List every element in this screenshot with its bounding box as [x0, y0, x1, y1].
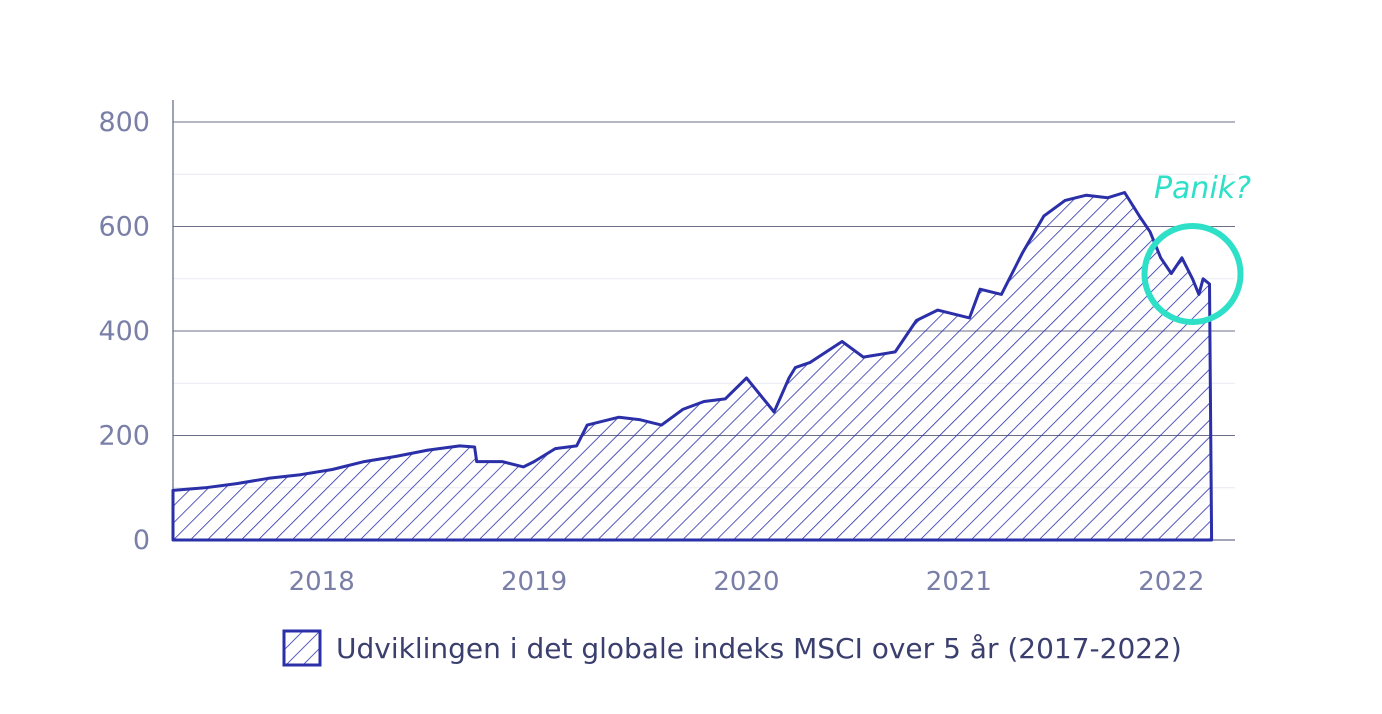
legend-swatch [282, 629, 322, 667]
data-point [893, 350, 897, 354]
y-tick-label: 800 [98, 107, 150, 138]
data-point [1063, 199, 1067, 202]
data-point [915, 319, 918, 322]
area-series [171, 191, 1214, 542]
y-tick-label: 400 [98, 316, 150, 347]
data-point [745, 376, 748, 380]
data-point [660, 423, 663, 427]
data-point [862, 355, 865, 359]
annotation-text: Panik? [1154, 171, 1251, 206]
y-tick-label: 600 [98, 212, 150, 243]
data-point [554, 447, 557, 450]
data-point [299, 473, 302, 476]
data-point [978, 288, 982, 291]
data-point [1208, 282, 1211, 286]
data-point [1021, 251, 1024, 254]
data-point [475, 460, 478, 463]
data-point [787, 376, 791, 380]
data-point [473, 445, 476, 449]
data-point [1000, 293, 1003, 296]
series-area [171, 191, 1214, 542]
data-point [702, 400, 706, 403]
data-point [1210, 538, 1213, 542]
data-point [1201, 277, 1205, 280]
data-point [1148, 230, 1152, 233]
x-tick-label: 2022 [1138, 567, 1204, 597]
data-point [1042, 214, 1046, 218]
data-point [936, 308, 939, 312]
data-point [1138, 214, 1141, 218]
axes: 0 200 400 600 800 2018 2019 2020 2021 2022 [98, 100, 1235, 597]
legend-label: Udviklingen i det globale indeks MSCI ov… [336, 632, 1182, 665]
data-point [968, 316, 971, 320]
data-point [585, 423, 589, 427]
data-point [575, 444, 578, 448]
data-point [809, 361, 812, 364]
data-point [171, 489, 175, 492]
data-point [1123, 191, 1126, 194]
data-point [617, 416, 621, 419]
data-point [1085, 193, 1088, 197]
data-point [394, 455, 398, 458]
data-point [235, 482, 238, 485]
data-point [501, 460, 504, 463]
data-point [766, 402, 769, 406]
data-point [639, 418, 642, 422]
y-tick-label: 0 [133, 525, 150, 556]
data-point [458, 444, 461, 448]
annotation: Panik? [1141, 171, 1251, 325]
data-point [794, 366, 797, 369]
data-point [1106, 196, 1109, 199]
annotation-circle [1141, 222, 1244, 325]
x-tick-label: 2018 [289, 567, 355, 597]
data-point [1170, 272, 1173, 275]
data-point [772, 410, 776, 414]
data-point [426, 448, 430, 452]
legend: Udviklingen i det globale indeks MSCI ov… [282, 629, 1182, 667]
data-point [1191, 277, 1194, 280]
y-tick-label: 200 [98, 421, 150, 452]
data-point [267, 477, 270, 480]
data-point [840, 340, 844, 343]
data-point [724, 397, 727, 401]
data-point [532, 460, 536, 463]
data-point [1197, 293, 1201, 296]
x-tick-label: 2021 [926, 567, 992, 597]
data-point [957, 314, 961, 317]
x-tick-label: 2020 [713, 567, 779, 597]
data-point [1159, 256, 1162, 260]
data-point [362, 460, 366, 463]
data-point [331, 468, 334, 471]
x-tick-label: 2019 [501, 567, 567, 597]
data-point [203, 486, 207, 489]
data-point [522, 465, 525, 469]
data-point [681, 408, 684, 411]
data-point [1180, 256, 1184, 260]
